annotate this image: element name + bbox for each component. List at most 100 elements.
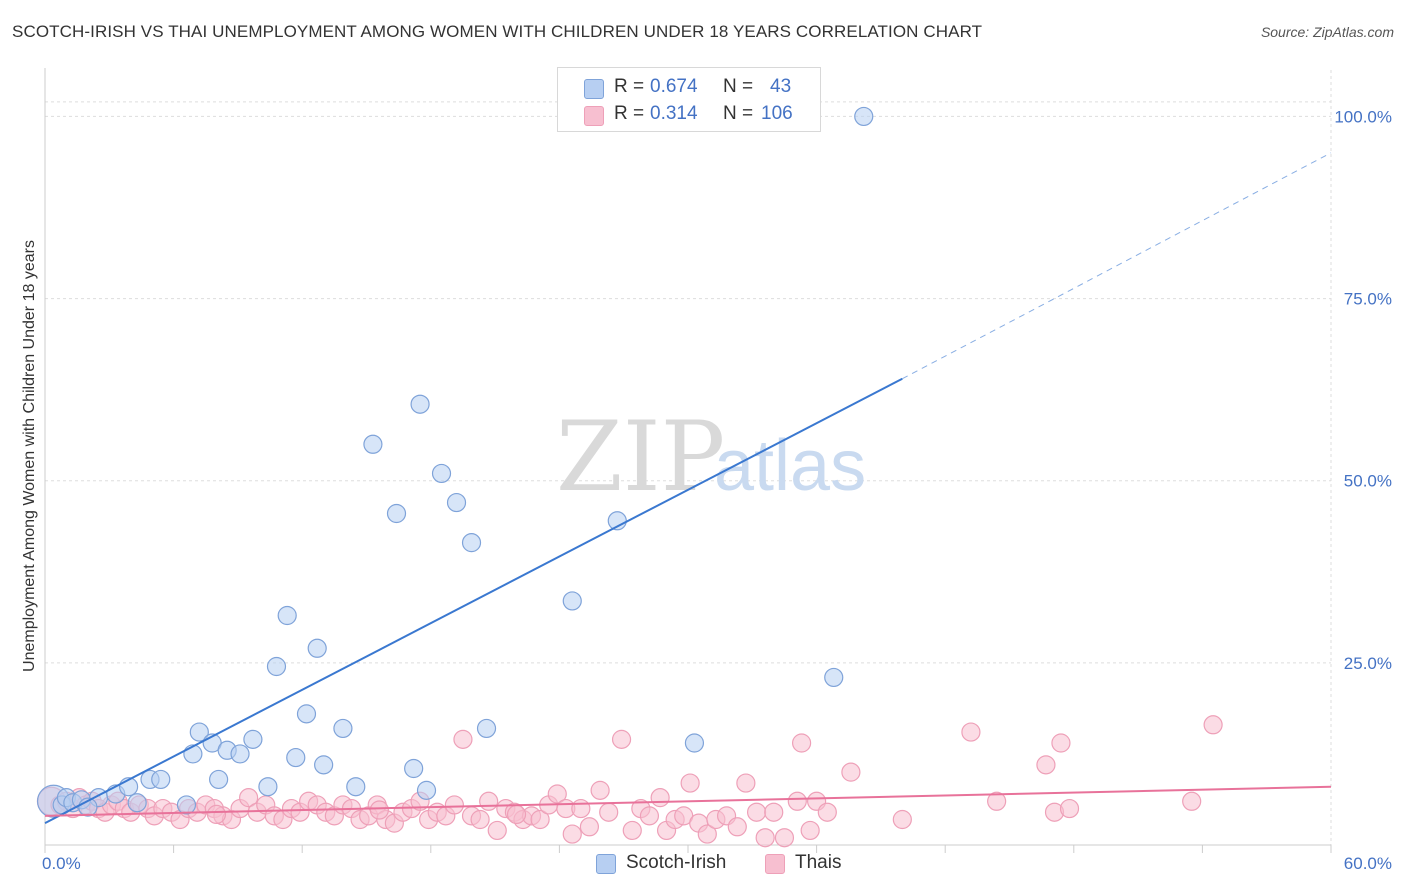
thais-point [562,824,582,844]
scotch-irish-point [286,747,306,768]
thais-point [736,773,756,793]
legend-label: Scotch-Irish [626,852,727,873]
legend-label: Thais [795,852,842,873]
thais-point [1203,715,1223,735]
tick-labels: 25.0% 50.0% 75.0% 100.0% 0.0% 60.0% [42,107,1392,873]
r-label: R = [614,76,645,97]
trendlines [44,152,1332,825]
legend-swatch-pink [584,106,604,126]
thais-point [622,820,642,841]
scotch-irish-point [562,591,582,611]
thais-point [961,722,981,742]
thais-point [697,824,717,844]
legend-swatch-blue [584,79,604,99]
thais-point [444,795,464,815]
legend-row-scotch-irish: R = 0.674 N = 43 [558,76,820,102]
n-label: N = [723,76,754,97]
thais-point [611,729,632,749]
thais-point [571,798,591,819]
n-value: 43 [770,76,792,97]
r-value: 0.674 [650,76,698,97]
thais-point [369,800,389,820]
thais-point [680,773,700,793]
n-label: N = [723,103,754,124]
thais-point [987,791,1007,811]
scotch-irish-point [258,777,278,797]
axes [44,68,1332,853]
y-tick-label: 75.0% [1344,290,1392,309]
thais-point [470,809,490,830]
scotch-irish-point [476,718,497,739]
thais-point [590,780,610,800]
scotch-irish-point [209,769,229,790]
thais-point [650,788,670,808]
thais-point [817,802,837,822]
thais-point [787,791,807,811]
thais-point [206,804,227,825]
y-tick-label: 50.0% [1344,472,1392,491]
scotch-irish-point [151,769,171,790]
scotch-irish-point [346,777,366,797]
x-tick-label: 60.0% [1344,854,1392,873]
thais-point [755,828,775,848]
thais-point [599,802,619,822]
thais-point [1059,798,1080,819]
scotch-irish-point [404,758,424,779]
n-value: 106 [761,103,793,124]
source-label: Source: ZipAtlas.com [1260,24,1394,40]
scotch-irish-point [243,729,263,749]
legend-swatch-pink [765,854,785,874]
r-value: 0.314 [650,103,698,124]
trendline-scotch-irish-extension [902,152,1332,380]
scotch-irish-points [36,106,874,818]
trendline-scotch-irish [44,377,903,825]
r-label: R = [614,103,645,124]
scotch-irish-point [854,106,874,127]
scotch-irish-point [183,744,203,764]
thais-point [1051,733,1071,753]
scotch-irish-point [446,492,467,513]
scotch-irish-point [461,533,482,553]
legend-swatch-blue [596,854,616,874]
thais-point [774,828,795,848]
thais-point [800,820,820,841]
scotch-irish-point [230,744,250,764]
scotch-irish-point [431,463,452,484]
thais-point [487,820,507,841]
thais-point [892,809,912,830]
y-tick-label: 25.0% [1344,654,1392,673]
chart-title: SCOTCH-IRISH VS THAI UNEMPLOYMENT AMONG … [12,22,983,41]
scotch-irish-point [127,793,147,813]
trendline-thais [44,785,1332,817]
thais-point [547,784,567,804]
scotch-irish-point [824,667,844,688]
thais-point [453,729,473,749]
thais-point [791,733,812,753]
watermark-zip: ZIP [556,401,725,513]
thais-point [579,817,600,837]
scotch-irish-point [416,780,437,800]
thais-point [841,762,861,782]
scotch-irish-point [266,656,287,677]
thais-point [1036,755,1056,775]
correlation-legend: R = 0.674 N = 43 R = 0.314 N = 106 [557,67,821,132]
x-tick-label: 0.0% [42,854,81,873]
thais-point [530,809,550,830]
thais-point [506,804,527,825]
thais-point [764,802,784,822]
thais-point [727,817,747,837]
thais-point [746,802,767,822]
thais-point [1182,791,1202,811]
y-tick-label: 100.0% [1334,107,1392,126]
scotch-irish-point [363,434,383,454]
scotch-irish-point [307,638,327,658]
scotch-irish-point [386,503,407,524]
scotch-irish-point [277,605,297,626]
scotch-irish-point [333,718,353,739]
thais-point [239,788,259,808]
scotch-irish-point [189,722,209,742]
thais-point [639,806,660,826]
scotch-irish-point [176,795,197,815]
scotch-irish-point [296,704,317,724]
